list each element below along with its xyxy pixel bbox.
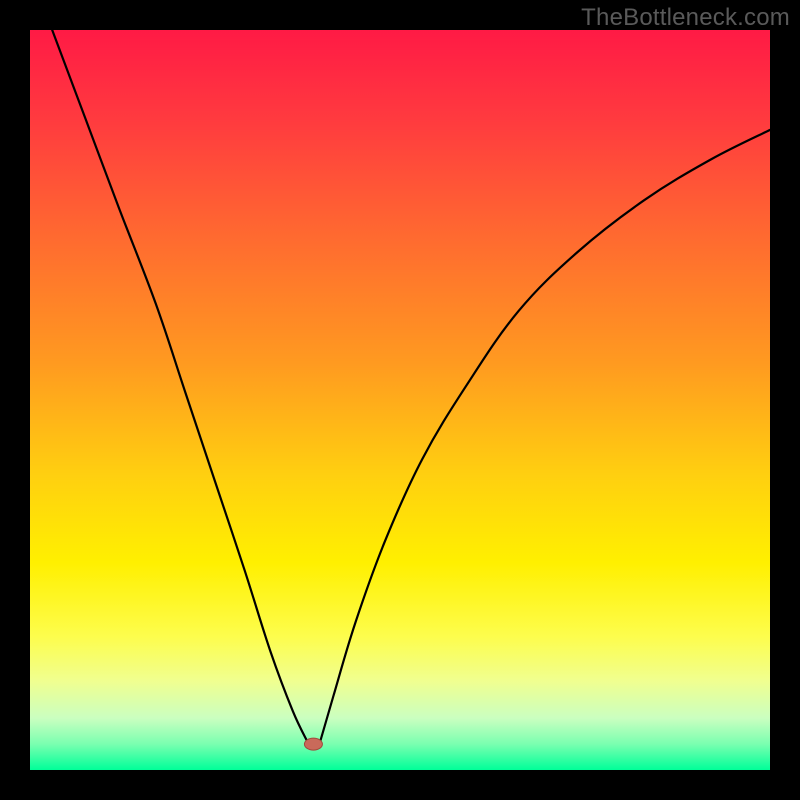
- optimum-marker: [304, 738, 322, 750]
- bottleneck-chart: [0, 0, 800, 800]
- plot-background: [30, 30, 770, 770]
- watermark-text: TheBottleneck.com: [581, 4, 790, 32]
- chart-container: TheBottleneck.com: [0, 0, 800, 800]
